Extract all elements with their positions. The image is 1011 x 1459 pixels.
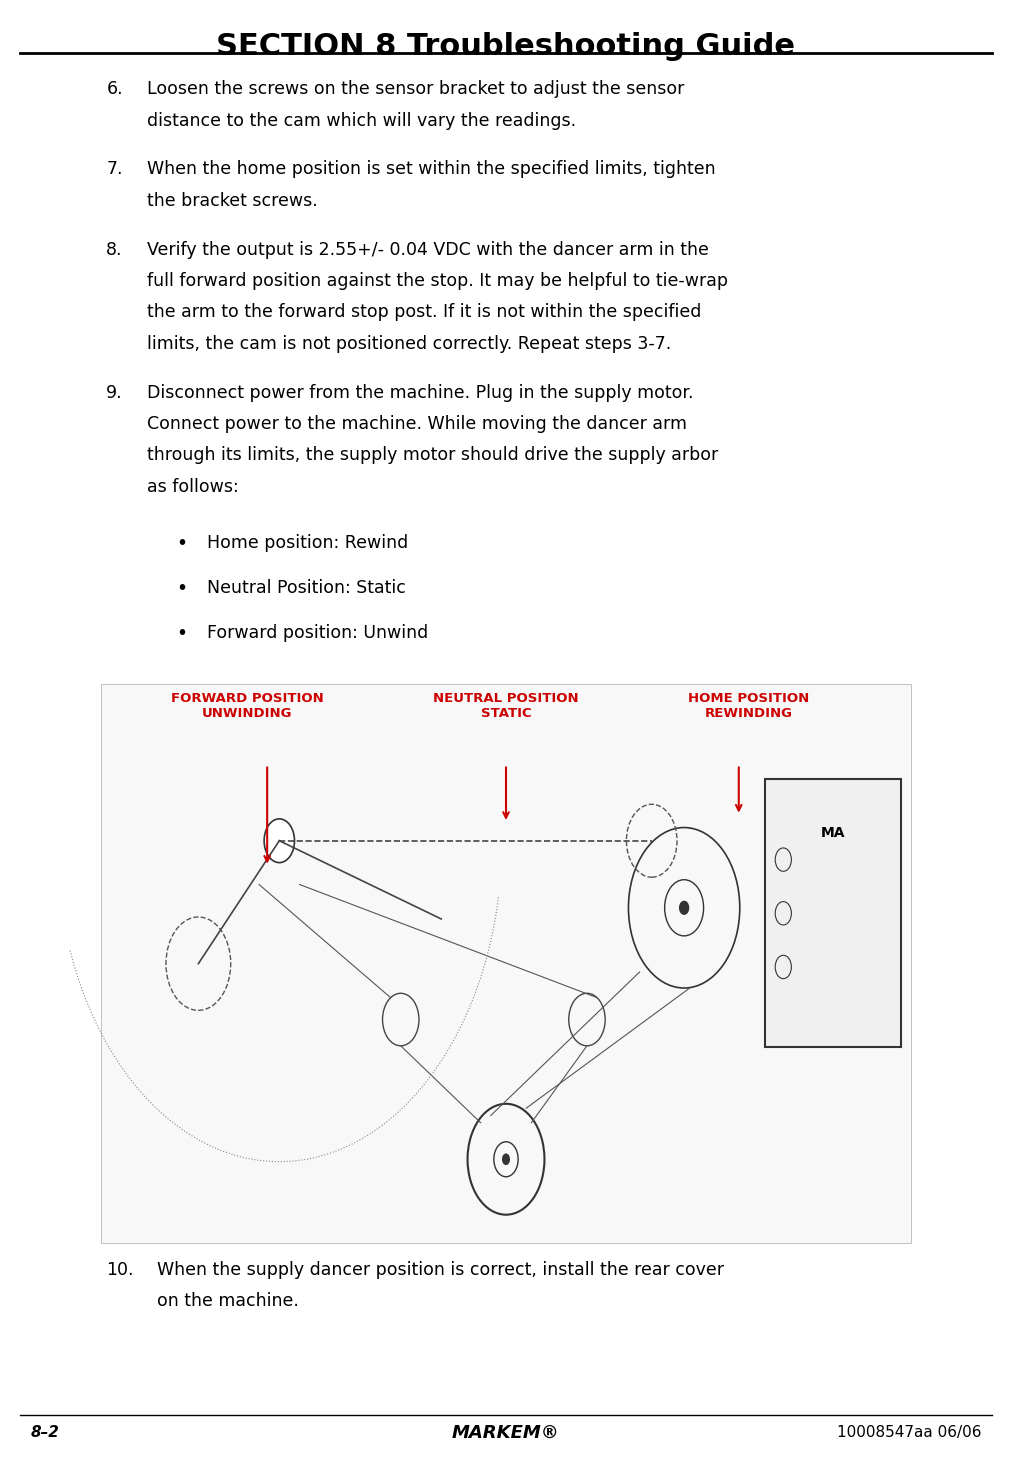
Text: Loosen the screws on the sensor bracket to adjust the sensor: Loosen the screws on the sensor bracket … xyxy=(147,80,683,98)
Text: MARKEM®: MARKEM® xyxy=(452,1424,559,1441)
Text: •: • xyxy=(177,624,187,643)
Text: distance to the cam which will vary the readings.: distance to the cam which will vary the … xyxy=(147,112,575,130)
Text: MA: MA xyxy=(820,826,844,840)
Text: Disconnect power from the machine. Plug in the supply motor.: Disconnect power from the machine. Plug … xyxy=(147,384,693,401)
Circle shape xyxy=(264,818,294,862)
Text: •: • xyxy=(177,534,187,553)
Text: SECTION 8 Troubleshooting Guide: SECTION 8 Troubleshooting Guide xyxy=(216,32,795,61)
Text: as follows:: as follows: xyxy=(147,477,239,496)
Text: Neutral Position: Static: Neutral Position: Static xyxy=(207,579,406,597)
Text: FORWARD POSITION
UNWINDING: FORWARD POSITION UNWINDING xyxy=(171,692,323,719)
Text: •: • xyxy=(177,579,187,598)
Text: the bracket screws.: the bracket screws. xyxy=(147,191,317,210)
Circle shape xyxy=(501,1154,510,1166)
Text: NEUTRAL POSITION
STATIC: NEUTRAL POSITION STATIC xyxy=(433,692,578,719)
Text: full forward position against the stop. It may be helpful to tie-wrap: full forward position against the stop. … xyxy=(147,271,727,290)
FancyBboxPatch shape xyxy=(101,684,910,1243)
Text: 8–2: 8–2 xyxy=(30,1425,60,1440)
Text: 10.: 10. xyxy=(106,1261,133,1278)
Text: 6.: 6. xyxy=(106,80,122,98)
Circle shape xyxy=(679,902,687,915)
Text: 7.: 7. xyxy=(106,160,122,178)
Text: When the supply dancer position is correct, install the rear cover: When the supply dancer position is corre… xyxy=(157,1261,723,1278)
Text: Forward position: Unwind: Forward position: Unwind xyxy=(207,624,429,642)
Text: 9.: 9. xyxy=(106,384,122,401)
Text: 10008547aa 06/06: 10008547aa 06/06 xyxy=(836,1425,981,1440)
Text: on the machine.: on the machine. xyxy=(157,1293,298,1310)
Text: the arm to the forward stop post. If it is not within the specified: the arm to the forward stop post. If it … xyxy=(147,303,701,321)
FancyBboxPatch shape xyxy=(764,779,900,1048)
Text: Verify the output is 2.55+/- 0.04 VDC with the dancer arm in the: Verify the output is 2.55+/- 0.04 VDC wi… xyxy=(147,241,708,258)
Text: When the home position is set within the specified limits, tighten: When the home position is set within the… xyxy=(147,160,715,178)
Text: Home position: Rewind: Home position: Rewind xyxy=(207,534,408,552)
Text: 8.: 8. xyxy=(106,241,122,258)
Text: Connect power to the machine. While moving the dancer arm: Connect power to the machine. While movi… xyxy=(147,414,686,433)
Text: through its limits, the supply motor should drive the supply arbor: through its limits, the supply motor sho… xyxy=(147,446,717,464)
Text: HOME POSITION
REWINDING: HOME POSITION REWINDING xyxy=(687,692,809,719)
Text: limits, the cam is not positioned correctly. Repeat steps 3-7.: limits, the cam is not positioned correc… xyxy=(147,334,670,353)
